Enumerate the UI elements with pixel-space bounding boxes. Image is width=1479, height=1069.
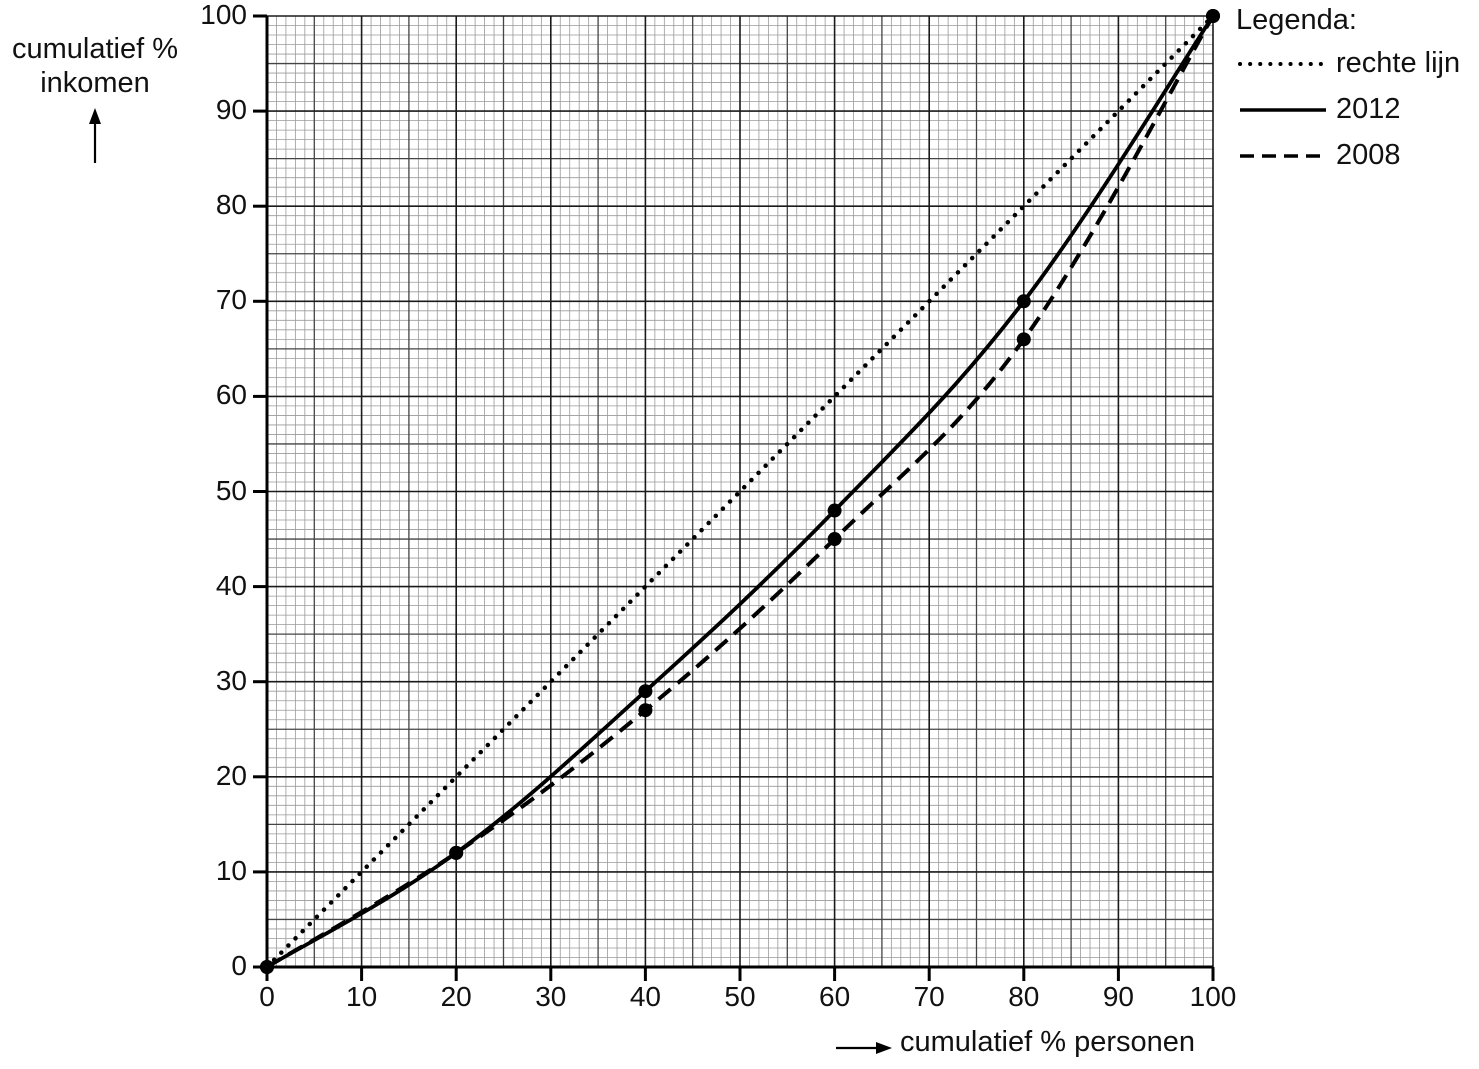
legend-item-rechte-lijn: rechte lijn <box>1336 47 1461 79</box>
data-point <box>449 845 464 860</box>
y-axis-title-line1: cumulatief % <box>11 33 178 65</box>
axis-arrows <box>89 108 892 1054</box>
grid-major <box>266 15 1214 968</box>
y-axis-title: cumulatief % inkomen <box>0 32 190 100</box>
y-tick-label: 60 <box>215 379 247 411</box>
axes <box>253 14 1215 981</box>
x-tick-label: 20 <box>440 981 472 1012</box>
data-point <box>638 703 653 718</box>
x-tick-label: 80 <box>1008 981 1040 1012</box>
x-tick-label: 10 <box>346 981 378 1012</box>
y-tick-label: 100 <box>200 0 247 30</box>
y-axis-title-line2: inkomen <box>40 67 150 99</box>
x-tick-label: 30 <box>535 981 567 1012</box>
y-tick-label: 70 <box>215 284 247 316</box>
data-point <box>1016 294 1031 309</box>
legend-swatches <box>1238 62 1332 158</box>
data-point <box>827 503 842 518</box>
data-markers <box>260 9 1220 974</box>
x-axis-arrowhead-icon <box>876 1042 892 1054</box>
y-tick-label: 30 <box>215 664 247 696</box>
data-point <box>638 684 653 699</box>
legend-title: Legenda: <box>1236 4 1357 36</box>
x-tick-label: 100 <box>1189 981 1237 1012</box>
series-rechte-lijn <box>264 13 1216 970</box>
y-tick-label: 10 <box>215 854 247 886</box>
y-tick-label: 80 <box>215 189 247 221</box>
x-tick-label: 60 <box>819 981 851 1012</box>
data-point <box>1206 9 1220 23</box>
y-tick-label: 50 <box>215 474 247 506</box>
data-point <box>260 960 274 974</box>
legend-item-2012: 2012 <box>1336 93 1401 125</box>
y-tick-label: 0 <box>231 950 247 981</box>
x-axis-title: cumulatief % personen <box>900 1026 1195 1058</box>
x-tick-label: 70 <box>913 981 945 1012</box>
x-tick-label: 50 <box>724 981 756 1012</box>
x-tick-label: 40 <box>629 981 661 1012</box>
x-tick-label: 0 <box>259 981 275 1012</box>
data-point <box>827 532 842 547</box>
y-tick-label: 90 <box>215 94 247 126</box>
y-axis-arrowhead-icon <box>89 108 101 124</box>
y-tick-label: 40 <box>215 569 247 601</box>
y-tick-label: 20 <box>215 759 247 791</box>
x-tick-label: 90 <box>1102 981 1134 1012</box>
legend-item-2008: 2008 <box>1336 139 1401 171</box>
data-point <box>1016 332 1031 347</box>
